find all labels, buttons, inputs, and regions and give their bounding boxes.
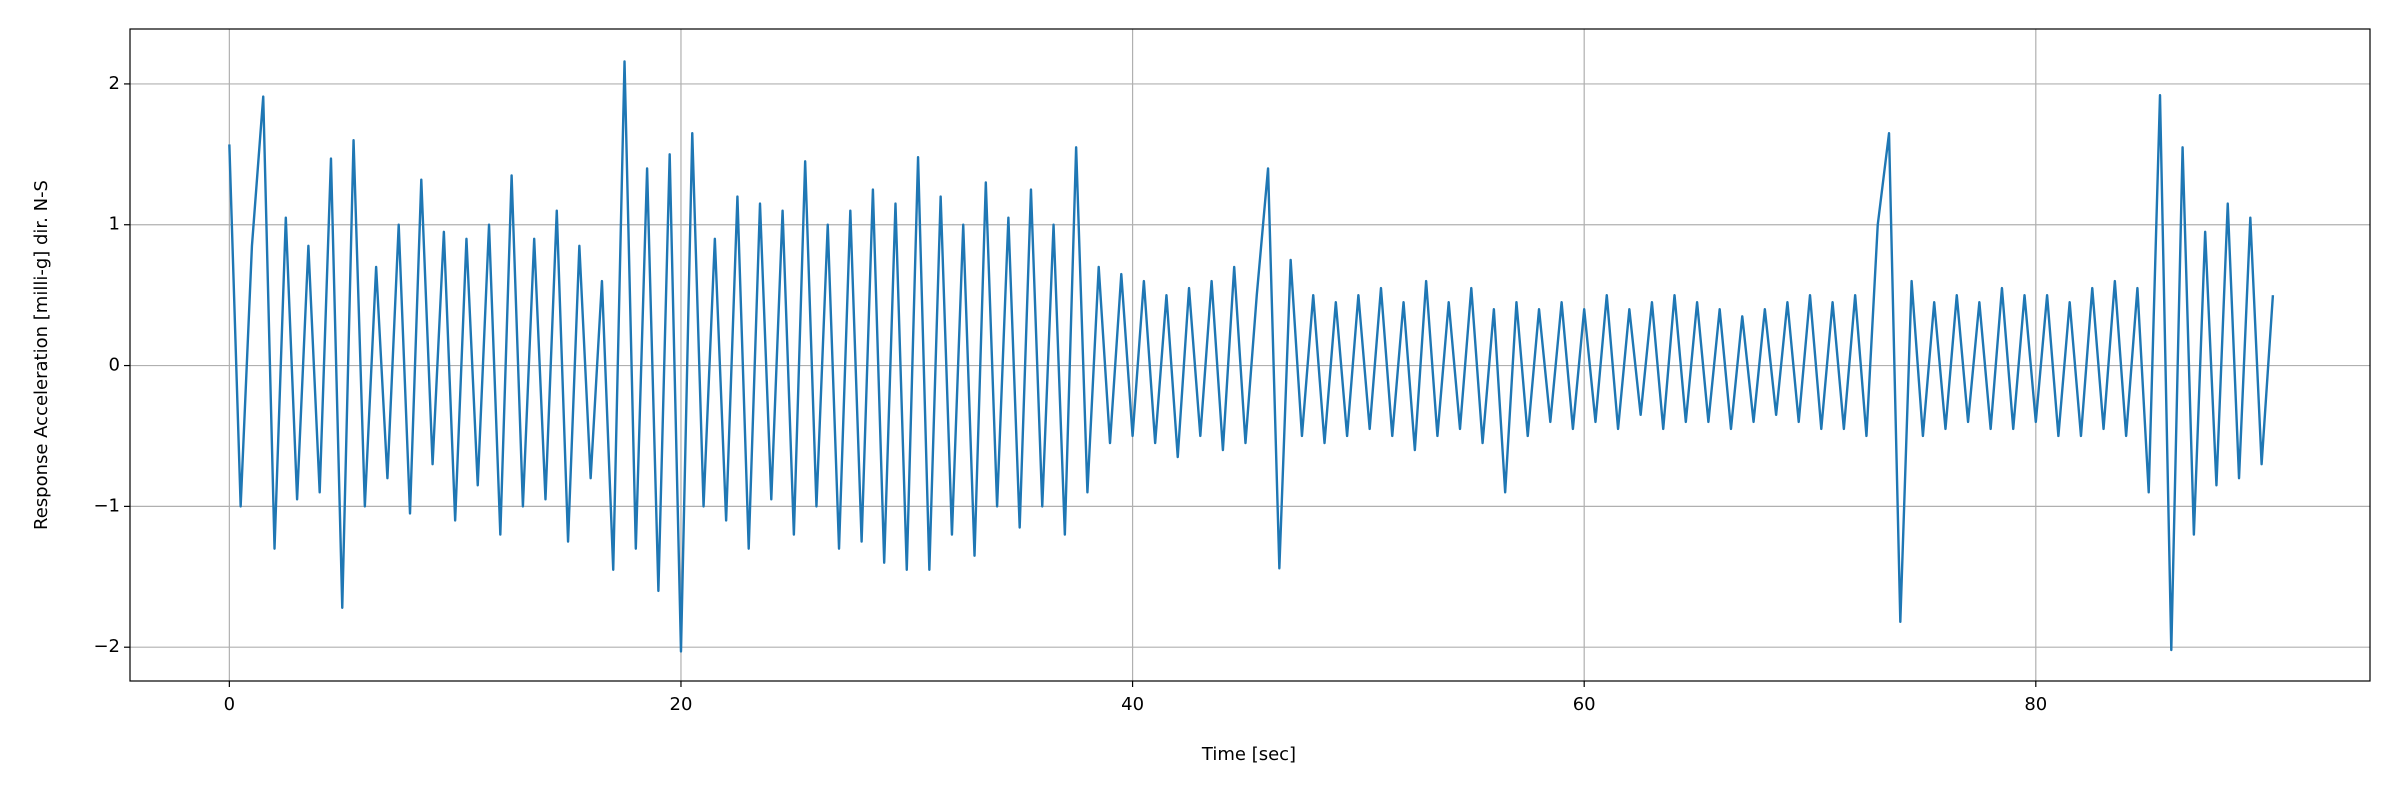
x-tick-label: 0 — [224, 694, 235, 715]
y-axis-label: Response Acceleration [milli-g] dir. N-S — [31, 180, 52, 530]
y-tick-label: 2 — [109, 73, 120, 94]
plot-frame — [129, 28, 2371, 682]
x-axis-label: Time [sec] — [1201, 744, 1296, 765]
x-tick-label: 80 — [2024, 694, 2047, 715]
y-tick-label: 0 — [109, 355, 120, 376]
signal-line — [228, 60, 2275, 653]
y-tick-label: −2 — [93, 636, 120, 657]
y-tick-label: 1 — [109, 214, 120, 235]
y-tick-label: −1 — [93, 495, 120, 516]
x-tick-label: 40 — [1121, 694, 1144, 715]
x-tick-label: 20 — [670, 694, 693, 715]
x-tick-label: 60 — [1573, 694, 1596, 715]
